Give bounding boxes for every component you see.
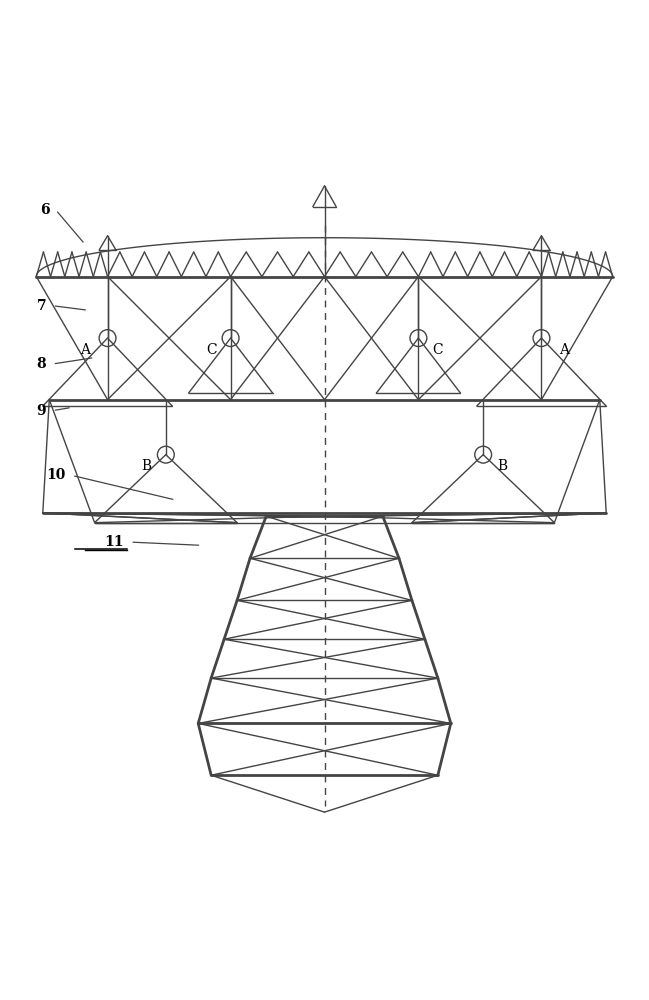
Text: B: B <box>141 459 151 473</box>
Text: 11: 11 <box>104 535 124 549</box>
Text: A: A <box>80 343 90 357</box>
Text: A: A <box>559 343 569 357</box>
Text: 6: 6 <box>40 203 49 217</box>
Text: 10: 10 <box>46 468 66 482</box>
Text: 8: 8 <box>36 357 46 371</box>
Text: C: C <box>206 343 217 357</box>
Text: C: C <box>432 343 443 357</box>
Text: 7: 7 <box>36 299 46 313</box>
Text: B: B <box>498 459 508 473</box>
Text: 9: 9 <box>36 404 46 418</box>
